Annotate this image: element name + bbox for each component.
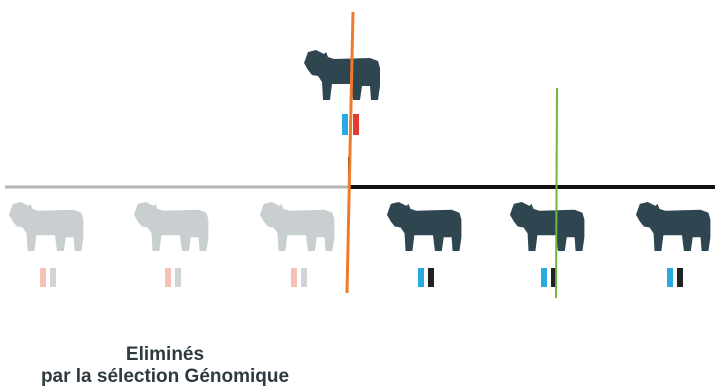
offspring-row [8,201,711,287]
cow-icon [259,201,335,251]
marker-grey [301,268,307,287]
marker-black [677,268,683,287]
parent-cow [304,50,380,135]
offspring-cow-3-eliminated [259,201,335,287]
marker-pink [40,268,46,287]
marker-blue [541,268,547,287]
marker-blue [667,268,673,287]
offspring-cow-5-kept [509,201,585,287]
cow-icon [8,201,84,251]
marker-black [428,268,434,287]
cow-icon [304,50,380,100]
offspring-cow-1-eliminated [8,201,84,287]
cow-icon [635,201,711,251]
parent-marker-blue [342,114,348,135]
offspring-cow-4-kept [386,201,462,287]
green-threshold-line [555,87,558,299]
cow-icon [386,201,462,251]
orange-threshold-line [345,11,355,294]
marker-pink [165,268,171,287]
caption-line-1: Eliminés [125,344,205,365]
marker-black [551,268,557,287]
marker-grey [50,268,56,287]
offspring-cow-2-eliminated [133,201,209,287]
caption-line-2: par la sélection Génomique [40,366,290,387]
marker-blue [418,268,424,287]
cow-icon [509,201,585,251]
marker-pink [291,268,297,287]
offspring-cow-6-kept [635,201,711,287]
marker-grey [175,268,181,287]
cow-icon [133,201,209,251]
parent-marker-red [353,114,359,135]
